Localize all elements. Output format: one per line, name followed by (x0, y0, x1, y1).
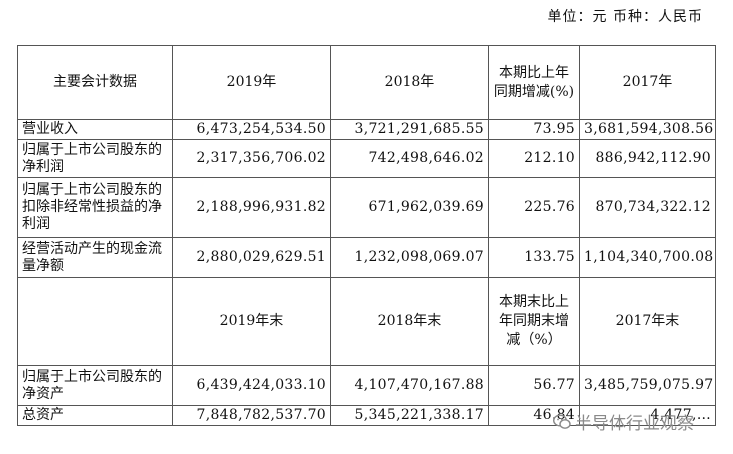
header-blank (17, 277, 173, 366)
table-row: 归属于上市公司股东的扣除非经常性损益的净利润 2,188,996,931.82 … (17, 177, 716, 238)
row-label: 归属于上市公司股东的净资产 (17, 365, 173, 406)
row-label: 归属于上市公司股东的净利润 (17, 139, 173, 178)
cell-2017: 870,734,322.12 (579, 177, 716, 238)
cell-2018: 4,107,470,167.88 (330, 365, 489, 406)
row-label: 经营活动产生的现金流量净额 (17, 237, 173, 278)
row-label: 总资产 (17, 405, 173, 426)
row-label: 营业收入 (17, 119, 173, 140)
financial-data-table: 主要会计数据 2019年 2018年 本期比上年同期增减(%) 2017年 营业… (17, 45, 716, 426)
cell-2019: 6,473,254,534.50 (172, 119, 331, 140)
cell-2018: 1,232,098,069.07 (330, 237, 489, 278)
table-header-row: 主要会计数据 2019年 2018年 本期比上年同期增减(%) 2017年 (17, 45, 716, 120)
table-row: 归属于上市公司股东的净利润 2,317,356,706.02 742,498,6… (17, 139, 716, 178)
cell-2019: 2,880,029,629.51 (172, 237, 331, 278)
cell-2017: 3,485,759,075.97 (579, 365, 716, 406)
header-2017: 2017年 (579, 45, 716, 120)
header-change-end: 本期末比上年同期末增减（%） (488, 277, 580, 366)
header-change: 本期比上年同期增减(%) (488, 45, 580, 120)
cell-2019: 6,439,424,033.10 (172, 365, 331, 406)
header-2017-end: 2017年末 (579, 277, 716, 366)
cell-change: 212.10 (488, 139, 580, 178)
cell-2019: 2,317,356,706.02 (172, 139, 331, 178)
cell-2017: 3,681,594,308.56 (579, 119, 716, 140)
table-row: 营业收入 6,473,254,534.50 3,721,291,685.55 7… (17, 119, 716, 140)
row-label: 归属于上市公司股东的扣除非经常性损益的净利润 (17, 177, 173, 238)
cell-2018: 742,498,646.02 (330, 139, 489, 178)
cell-2018: 3,721,291,685.55 (330, 119, 489, 140)
cell-2019: 2,188,996,931.82 (172, 177, 331, 238)
cell-2018: 5,345,221,338.17 (330, 405, 489, 426)
cell-2017: 1,104,340,700.08 (579, 237, 716, 278)
header-2018-end: 2018年末 (330, 277, 489, 366)
header-2018: 2018年 (330, 45, 489, 120)
cell-2019: 7,848,782,537.70 (172, 405, 331, 426)
cell-2017: 886,942,112.90 (579, 139, 716, 178)
table-header-row: 2019年末 2018年末 本期末比上年同期末增减（%） 2017年末 (17, 277, 716, 366)
table-row: 总资产 7,848,782,537.70 5,345,221,338.17 46… (17, 405, 716, 426)
watermark-text: 半导体行业观察 (575, 414, 694, 434)
unit-label: 单位：元 币种：人民币 (547, 9, 703, 25)
cell-change: 46.84 (488, 405, 580, 426)
wechat-icon (553, 414, 571, 429)
table-row: 经营活动产生的现金流量净额 2,880,029,629.51 1,232,098… (17, 237, 716, 278)
header-main-data: 主要会计数据 (17, 45, 173, 120)
header-2019: 2019年 (172, 45, 331, 120)
table-row: 归属于上市公司股东的净资产 6,439,424,033.10 4,107,470… (17, 365, 716, 406)
cell-change: 225.76 (488, 177, 580, 238)
header-2019-end: 2019年末 (172, 277, 331, 366)
cell-2018: 671,962,039.69 (330, 177, 489, 238)
watermark: 半导体行业观察 (553, 409, 694, 434)
cell-change: 56.77 (488, 365, 580, 406)
cell-change: 73.95 (488, 119, 580, 140)
cell-change: 133.75 (488, 237, 580, 278)
cell-2017: 4,477,… (579, 405, 716, 426)
